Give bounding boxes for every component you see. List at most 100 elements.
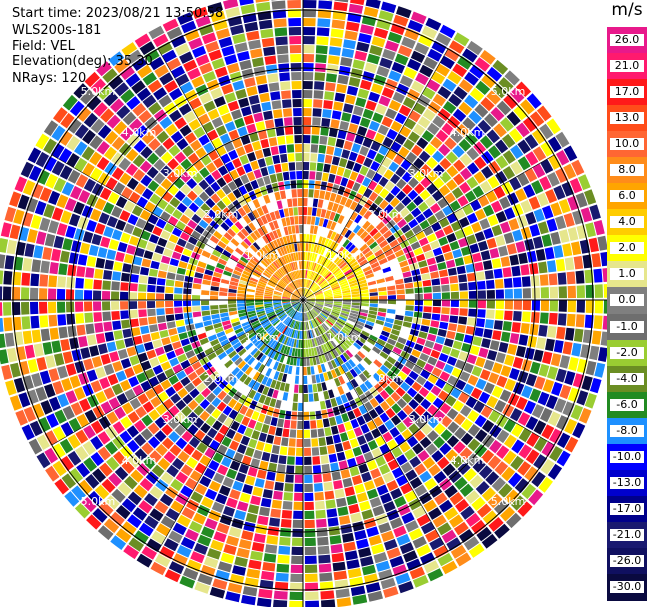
range-gate — [458, 316, 468, 325]
range-gate — [442, 463, 456, 477]
range-gate — [330, 369, 338, 379]
range-gate — [449, 315, 459, 324]
range-gate — [323, 271, 331, 278]
range-gate — [273, 292, 282, 296]
range-gate — [368, 180, 378, 191]
range-gate — [15, 409, 28, 426]
range-gate — [378, 176, 389, 187]
range-gate — [465, 326, 475, 335]
range-gate — [542, 351, 553, 365]
range-gate — [150, 331, 160, 341]
range-gate — [303, 375, 308, 384]
range-gate — [208, 334, 218, 342]
range-gate — [188, 236, 198, 246]
range-gate — [376, 278, 385, 284]
range-gate — [84, 71, 100, 88]
range-gate — [202, 214, 213, 224]
range-gate — [256, 207, 265, 217]
range-gate — [315, 292, 323, 296]
range-gate — [379, 463, 391, 475]
range-gate — [239, 154, 249, 165]
range-gate — [547, 325, 557, 338]
range-gate — [291, 297, 300, 300]
range-gate — [53, 107, 68, 124]
range-gate — [193, 105, 206, 118]
range-gate — [510, 161, 523, 175]
range-gate — [237, 207, 247, 217]
range-gate — [239, 373, 248, 383]
range-gate — [517, 156, 531, 171]
range-gate — [327, 341, 334, 350]
range-gate — [216, 189, 226, 199]
range-gate — [479, 50, 496, 65]
range-gate — [530, 275, 540, 287]
range-gate — [330, 231, 337, 241]
range-gate — [204, 518, 218, 530]
range-gate — [405, 300, 415, 305]
range-gate — [345, 349, 354, 358]
range-gate — [159, 72, 174, 86]
range-gate — [331, 284, 340, 289]
range-gate — [309, 357, 314, 366]
range-gate — [337, 215, 345, 224]
range-gate — [423, 226, 434, 236]
range-gate — [0, 286, 3, 300]
range-gate — [68, 252, 79, 265]
range-gate — [397, 218, 407, 229]
range-gate — [429, 537, 444, 551]
range-gate — [251, 320, 260, 326]
range-gate — [455, 359, 466, 370]
range-gate — [313, 253, 318, 262]
range-gate — [199, 62, 213, 75]
range-gate — [304, 528, 316, 537]
range-gate — [266, 535, 279, 545]
range-gate — [265, 286, 274, 291]
range-gate — [176, 138, 189, 150]
range-gate — [499, 196, 511, 209]
range-gate — [384, 342, 394, 351]
range-gate — [260, 167, 269, 177]
range-gate — [373, 359, 383, 368]
range-gate — [437, 522, 452, 536]
range-gate — [390, 197, 400, 208]
range-gate — [126, 49, 143, 64]
range-gate — [411, 144, 423, 157]
range-gate — [307, 207, 312, 216]
range-gate — [433, 436, 446, 449]
range-gate — [303, 18, 316, 27]
range-gate — [404, 448, 416, 461]
range-gate — [256, 287, 265, 292]
range-gate — [305, 243, 309, 252]
range-gate — [179, 124, 192, 137]
range-gate — [326, 239, 333, 249]
range-gate — [438, 236, 449, 246]
range-gate — [292, 311, 298, 319]
range-gate — [284, 364, 290, 374]
colorbar-tick-label: 26.0 — [610, 34, 644, 47]
range-gate — [255, 0, 270, 3]
range-gate — [214, 267, 224, 274]
range-gate — [303, 108, 312, 117]
range-gate — [439, 24, 456, 39]
range-gate — [263, 110, 273, 120]
range-gate — [303, 117, 312, 126]
range-gate — [90, 380, 102, 393]
range-gate — [233, 324, 242, 331]
range-gate — [291, 301, 300, 305]
range-gate — [168, 431, 180, 443]
range-gate — [401, 512, 415, 524]
range-gate — [245, 512, 258, 523]
range-gate — [54, 409, 67, 424]
range-gate — [422, 346, 432, 356]
range-ring-label: 2.0km — [368, 208, 403, 221]
range-gate — [470, 199, 482, 212]
range-gate — [277, 418, 285, 428]
range-gate — [180, 338, 190, 347]
range-gate — [238, 333, 247, 341]
range-gate — [168, 530, 183, 544]
range-gate — [237, 51, 250, 62]
range-gate — [102, 311, 112, 321]
range-gate — [282, 276, 289, 284]
range-gate — [433, 164, 445, 176]
range-gate — [232, 341, 242, 350]
